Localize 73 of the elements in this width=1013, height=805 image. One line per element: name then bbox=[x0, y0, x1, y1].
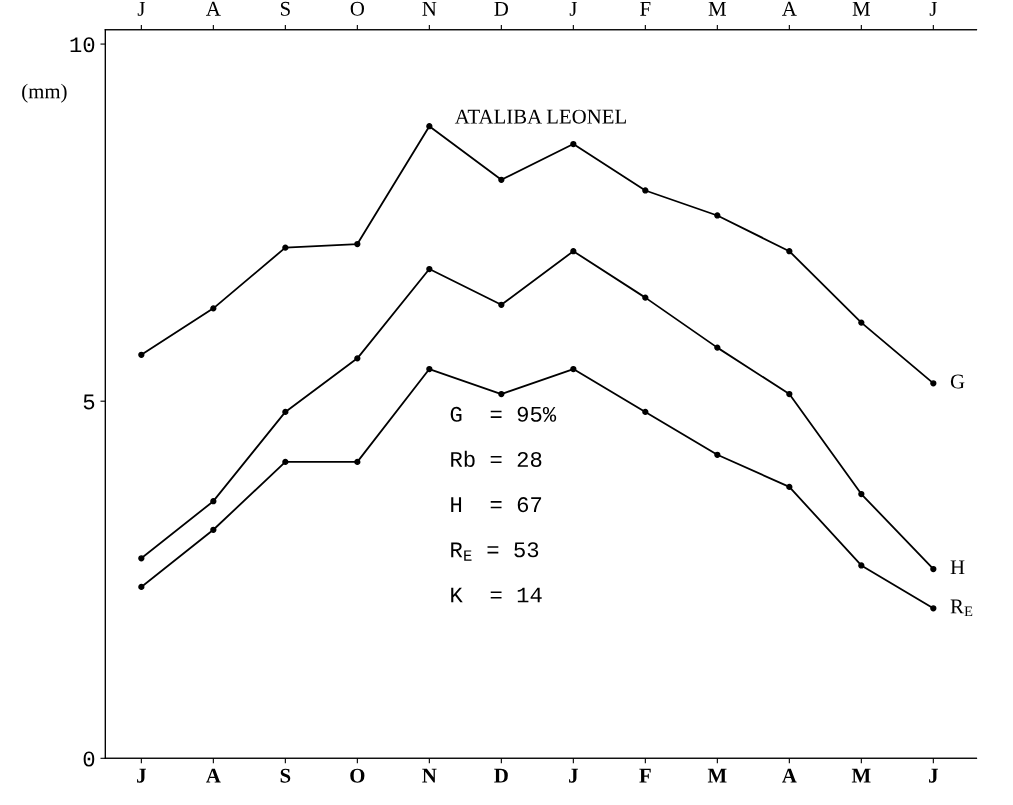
point bbox=[498, 301, 505, 308]
category-label: M bbox=[852, 1, 870, 16]
point bbox=[210, 526, 217, 533]
x-tick-label: D bbox=[494, 768, 508, 783]
point bbox=[570, 140, 577, 148]
point bbox=[282, 408, 289, 416]
category-label: J bbox=[929, 1, 937, 16]
annotation: K = 14 bbox=[451, 587, 542, 603]
x-tick-label: N bbox=[422, 768, 437, 783]
point bbox=[642, 408, 649, 416]
x-tick-label: O bbox=[350, 768, 365, 783]
point bbox=[426, 265, 433, 273]
x-tick-label: A bbox=[782, 768, 797, 783]
y-tick-label: 10 bbox=[70, 37, 95, 53]
annotation: H = 67 bbox=[451, 497, 542, 513]
annotation: R$_{E}$ = 53 bbox=[451, 542, 539, 561]
point bbox=[642, 294, 649, 301]
point bbox=[714, 451, 721, 458]
y-axis-title: (mm) bbox=[22, 83, 67, 103]
series-label: G bbox=[950, 374, 965, 389]
series-label: H bbox=[950, 560, 965, 575]
annotation: G = 95% bbox=[450, 406, 557, 422]
point bbox=[138, 555, 145, 562]
point bbox=[858, 319, 865, 326]
x-tick-label: F bbox=[639, 768, 651, 783]
point bbox=[930, 605, 937, 612]
annotation: Rb = 28 bbox=[451, 450, 542, 468]
point bbox=[282, 244, 289, 251]
point bbox=[786, 248, 793, 255]
point bbox=[498, 390, 505, 398]
x-tick-label: S bbox=[280, 768, 291, 783]
point bbox=[858, 562, 865, 569]
point bbox=[714, 344, 721, 351]
point bbox=[786, 483, 793, 491]
point bbox=[354, 458, 361, 466]
point bbox=[930, 380, 937, 387]
category-label: D bbox=[494, 1, 509, 16]
point bbox=[210, 305, 217, 312]
category-label: O bbox=[350, 1, 365, 16]
category-label: A bbox=[782, 1, 797, 16]
x-tick-label: J bbox=[569, 768, 578, 783]
point bbox=[714, 212, 721, 219]
category-label: A bbox=[206, 1, 221, 16]
point bbox=[354, 240, 361, 248]
category-label: J bbox=[569, 1, 577, 16]
point bbox=[354, 355, 361, 362]
text: ATALIBA LEONEL bbox=[454, 109, 626, 124]
point bbox=[786, 390, 793, 398]
category-label: S bbox=[280, 1, 290, 16]
point bbox=[138, 351, 145, 358]
point bbox=[210, 498, 217, 505]
point bbox=[858, 490, 865, 498]
point bbox=[570, 365, 577, 373]
point bbox=[570, 248, 577, 255]
category-label: F bbox=[640, 1, 651, 16]
series-label: R$_{E}$ bbox=[950, 599, 973, 617]
point bbox=[498, 176, 505, 183]
y-tick-label: 5 bbox=[83, 394, 95, 410]
point bbox=[282, 458, 289, 466]
category-label: M bbox=[708, 1, 726, 16]
x-tick-label: J bbox=[929, 768, 938, 783]
point bbox=[138, 583, 145, 591]
point bbox=[930, 565, 937, 573]
x-tick-label: J bbox=[137, 768, 146, 783]
category-label: N bbox=[422, 1, 437, 16]
point bbox=[426, 365, 433, 373]
x-tick-label: A bbox=[206, 768, 221, 783]
x-tick-label: M bbox=[851, 768, 871, 783]
point bbox=[642, 187, 649, 194]
point bbox=[426, 123, 433, 130]
x-tick-label: M bbox=[707, 768, 727, 783]
category-label: J bbox=[137, 1, 145, 16]
y-tick-label: 0 bbox=[83, 751, 95, 767]
